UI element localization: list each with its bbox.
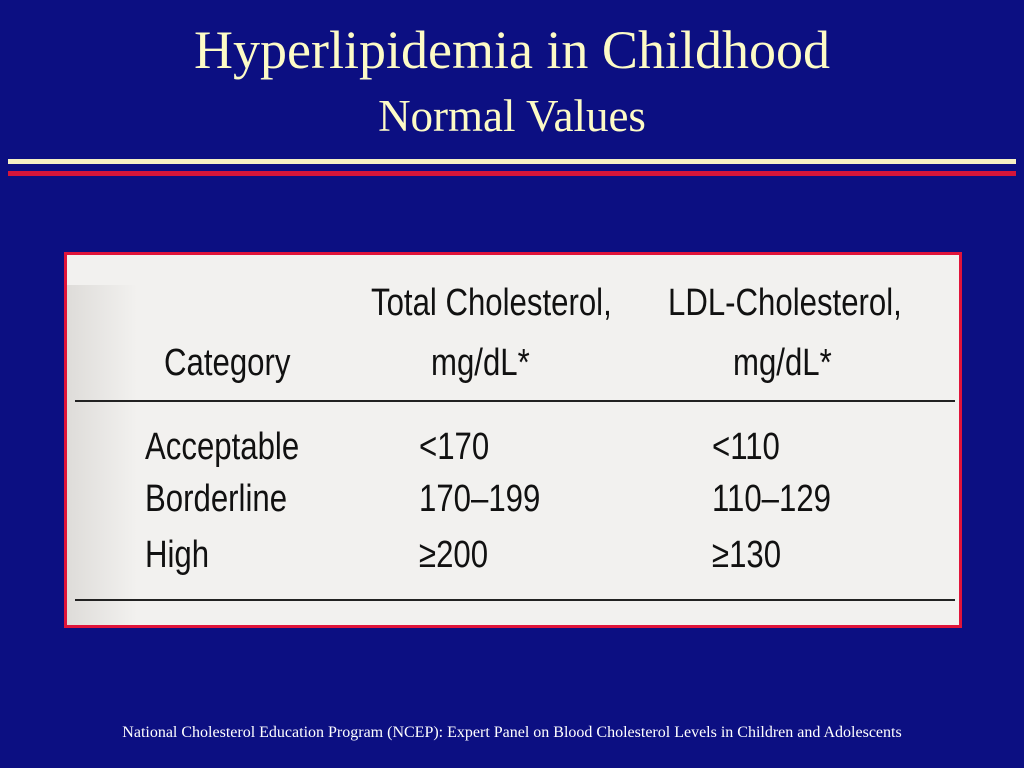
header-ldl-line1: LDL-Cholesterol,: [668, 282, 902, 324]
values-table-image: Total Cholesterol, LDL-Cholesterol, Cate…: [64, 252, 962, 628]
table-header-rule: [75, 400, 955, 402]
divider-cream: [8, 159, 1016, 164]
slide-title: Hyperlipidemia in Childhood: [194, 20, 830, 80]
slide-subtitle: Normal Values: [378, 91, 646, 141]
row-high-ldl: ≥130: [712, 534, 782, 576]
slide-footer-citation: National Cholesterol Education Program (…: [122, 724, 902, 741]
row-borderline-ldl: 110–129: [712, 478, 832, 520]
header-total-line1: Total Cholesterol,: [371, 282, 612, 324]
divider-red: [8, 171, 1016, 176]
scan-shadow: [67, 285, 137, 625]
row-high-category: High: [145, 534, 210, 576]
header-category: Category: [164, 342, 291, 384]
row-borderline-total: 170–199: [419, 478, 541, 520]
header-total-line2: mg/dL*: [431, 342, 530, 384]
row-acceptable-category: Acceptable: [145, 426, 300, 468]
row-acceptable-total: <170: [419, 426, 490, 468]
header-ldl-line2: mg/dL*: [733, 342, 832, 384]
row-acceptable-ldl: <110: [712, 426, 780, 468]
row-high-total: ≥200: [419, 534, 489, 576]
row-borderline-category: Borderline: [145, 478, 288, 520]
table-bottom-rule: [75, 599, 955, 601]
